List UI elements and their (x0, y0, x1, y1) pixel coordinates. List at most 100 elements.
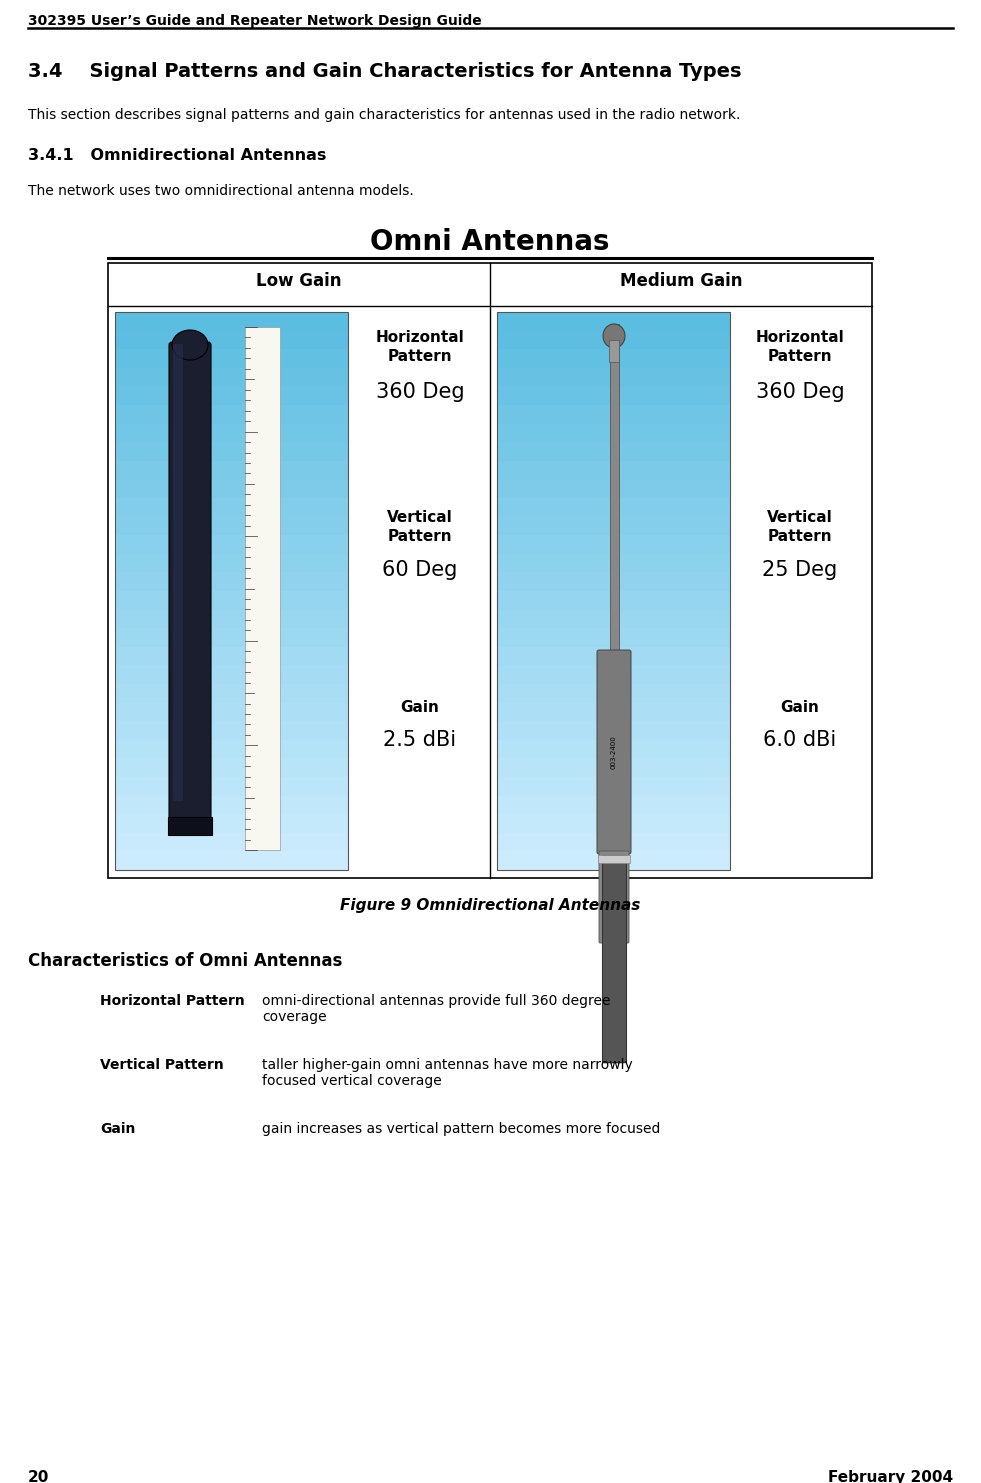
Text: 360 Deg: 360 Deg (376, 383, 464, 402)
Text: taller higher-gain omni antennas have more narrowly
focused vertical coverage: taller higher-gain omni antennas have mo… (262, 1057, 633, 1089)
Polygon shape (115, 349, 348, 368)
Text: Gain: Gain (781, 700, 819, 715)
Polygon shape (115, 703, 348, 721)
Polygon shape (115, 721, 348, 740)
Polygon shape (497, 610, 730, 629)
FancyBboxPatch shape (168, 817, 212, 835)
Polygon shape (115, 629, 348, 647)
Polygon shape (497, 814, 730, 833)
Polygon shape (497, 405, 730, 424)
Polygon shape (497, 795, 730, 814)
Polygon shape (497, 461, 730, 479)
FancyBboxPatch shape (602, 856, 626, 1062)
Polygon shape (497, 442, 730, 461)
Text: Figure 9 Omnidirectional Antennas: Figure 9 Omnidirectional Antennas (339, 899, 641, 914)
Polygon shape (497, 331, 730, 349)
Polygon shape (497, 572, 730, 592)
Polygon shape (115, 498, 348, 516)
Polygon shape (115, 777, 348, 795)
Polygon shape (245, 326, 280, 850)
Polygon shape (115, 684, 348, 703)
Polygon shape (115, 516, 348, 535)
FancyBboxPatch shape (603, 942, 625, 1063)
Text: Horizontal
Pattern: Horizontal Pattern (376, 331, 464, 363)
Text: This section describes signal patterns and gain characteristics for antennas use: This section describes signal patterns a… (28, 108, 741, 122)
Text: 3.4    Signal Patterns and Gain Characteristics for Antenna Types: 3.4 Signal Patterns and Gain Characteris… (28, 62, 742, 82)
Text: Low Gain: Low Gain (256, 271, 341, 291)
Polygon shape (115, 479, 348, 498)
Polygon shape (115, 311, 348, 331)
Text: 302395 User’s Guide and Repeater Network Design Guide: 302395 User’s Guide and Repeater Network… (28, 13, 482, 28)
Polygon shape (115, 572, 348, 592)
Text: gain increases as vertical pattern becomes more focused: gain increases as vertical pattern becom… (262, 1123, 660, 1136)
Polygon shape (115, 368, 348, 387)
Text: omni-directional antennas provide full 360 degree
coverage: omni-directional antennas provide full 3… (262, 994, 610, 1025)
Polygon shape (115, 387, 348, 405)
Polygon shape (497, 368, 730, 387)
Polygon shape (497, 740, 730, 758)
Polygon shape (115, 610, 348, 629)
Text: Gain: Gain (400, 700, 439, 715)
Polygon shape (115, 331, 348, 349)
FancyBboxPatch shape (597, 650, 631, 854)
Text: 20: 20 (28, 1470, 49, 1483)
Polygon shape (497, 851, 730, 871)
Text: Vertical
Pattern: Vertical Pattern (767, 510, 833, 544)
Polygon shape (115, 814, 348, 833)
Polygon shape (497, 721, 730, 740)
Polygon shape (497, 553, 730, 572)
Polygon shape (497, 387, 730, 405)
FancyBboxPatch shape (610, 323, 619, 653)
Polygon shape (115, 666, 348, 684)
Text: Horizontal Pattern: Horizontal Pattern (100, 994, 244, 1008)
Polygon shape (497, 479, 730, 498)
Polygon shape (115, 833, 348, 851)
Ellipse shape (172, 331, 208, 360)
Polygon shape (115, 442, 348, 461)
Polygon shape (497, 703, 730, 721)
Text: Characteristics of Omni Antennas: Characteristics of Omni Antennas (28, 952, 342, 970)
Polygon shape (497, 647, 730, 666)
Polygon shape (497, 758, 730, 777)
Polygon shape (115, 851, 348, 871)
Polygon shape (497, 833, 730, 851)
Polygon shape (115, 405, 348, 424)
Text: Horizontal
Pattern: Horizontal Pattern (755, 331, 845, 363)
Polygon shape (497, 424, 730, 442)
Text: 3.4.1   Omnidirectional Antennas: 3.4.1 Omnidirectional Antennas (28, 148, 327, 163)
Polygon shape (115, 758, 348, 777)
Text: 25 Deg: 25 Deg (762, 561, 838, 580)
FancyBboxPatch shape (599, 851, 629, 943)
Polygon shape (497, 666, 730, 684)
FancyBboxPatch shape (169, 343, 211, 833)
Polygon shape (115, 553, 348, 572)
FancyBboxPatch shape (598, 856, 630, 863)
FancyBboxPatch shape (609, 340, 619, 362)
Polygon shape (115, 647, 348, 666)
Polygon shape (497, 684, 730, 703)
Polygon shape (497, 516, 730, 535)
Text: Gain: Gain (100, 1123, 135, 1136)
Polygon shape (115, 424, 348, 442)
Text: Medium Gain: Medium Gain (620, 271, 743, 291)
Polygon shape (497, 311, 730, 331)
Polygon shape (497, 629, 730, 647)
Polygon shape (497, 349, 730, 368)
Polygon shape (497, 498, 730, 516)
Text: February 2004: February 2004 (828, 1470, 953, 1483)
Polygon shape (497, 592, 730, 610)
Polygon shape (115, 740, 348, 758)
Text: Vertical
Pattern: Vertical Pattern (387, 510, 453, 544)
FancyBboxPatch shape (173, 344, 183, 801)
Polygon shape (115, 795, 348, 814)
Text: Vertical Pattern: Vertical Pattern (100, 1057, 224, 1072)
Text: 360 Deg: 360 Deg (755, 383, 845, 402)
Ellipse shape (603, 323, 625, 349)
Polygon shape (115, 535, 348, 553)
Text: 6.0 dBi: 6.0 dBi (763, 730, 837, 750)
Text: 003-2400: 003-2400 (611, 736, 617, 768)
Polygon shape (115, 461, 348, 479)
Text: The network uses two omnidirectional antenna models.: The network uses two omnidirectional ant… (28, 184, 414, 199)
Polygon shape (497, 777, 730, 795)
Text: Omni Antennas: Omni Antennas (370, 228, 610, 257)
